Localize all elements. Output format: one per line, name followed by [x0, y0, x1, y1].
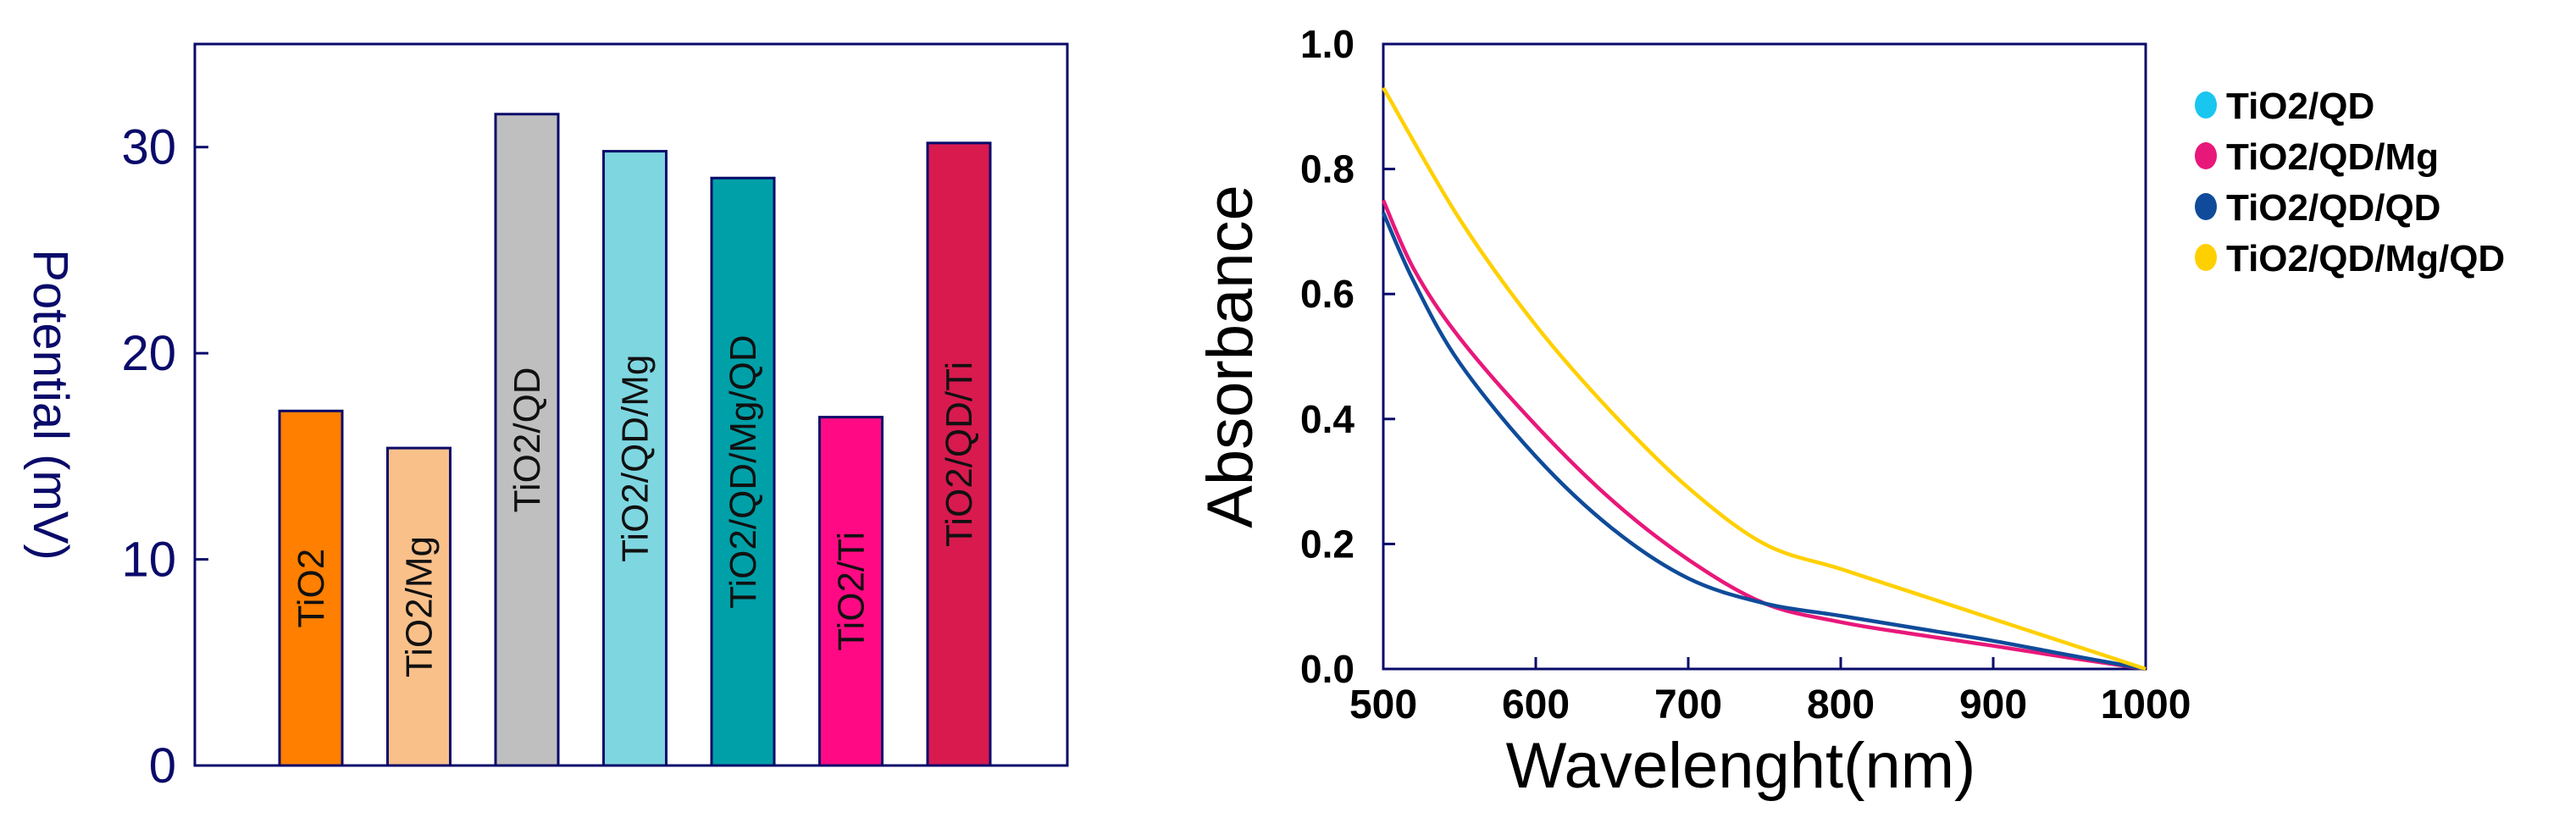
bar-y-tick-label: 20 — [121, 326, 176, 381]
line-y-tick-label: 0.2 — [1300, 522, 1354, 566]
legend-marker — [2195, 91, 2217, 119]
line-x-tick-label: 500 — [1349, 683, 1417, 727]
bar-label: TiO2/Ti — [831, 532, 873, 651]
legend-label: TiO2/QD/Mg — [2226, 136, 2439, 178]
line-y-tick-label: 0.4 — [1300, 397, 1354, 441]
bar-tio2 — [278, 409, 344, 767]
line-y-tick-label: 0.0 — [1300, 647, 1354, 691]
potential-bar-chart: Potential (mV) 0 10 20 30 TiO2 TiO2/Mg TiO2/Q… — [23, 42, 1069, 793]
line-y-tick-label: 1.0 — [1300, 22, 1354, 66]
bar-tio2-qd — [494, 113, 560, 767]
line-plot-frame — [1382, 42, 2147, 671]
bar-label: TiO2/Mg — [399, 536, 440, 677]
bar-tio2-ti — [818, 416, 884, 767]
series-line-tio2-qd-mg-qd — [1382, 86, 2147, 671]
bar-y-tick-label: 10 — [121, 533, 176, 588]
bar-label: TiO2/QD — [507, 367, 548, 512]
series-line-tio2-qd-qd — [1381, 212, 2147, 671]
bar-label: TiO2/QD/Ti — [939, 362, 980, 547]
legend-marker — [2195, 244, 2217, 271]
legend-marker — [2195, 193, 2217, 220]
line-x-axis-label: Wavelenght(nm) — [1506, 730, 1976, 802]
bar-tio2-qd-mg-qd — [710, 176, 776, 767]
bar-label: TiO2/QD/Mg/QD — [723, 334, 764, 609]
line-x-tick-label: 700 — [1654, 683, 1722, 727]
line-x-tick-label: 900 — [1959, 683, 2027, 727]
bar-y-tick-label: 30 — [121, 120, 176, 175]
line-y-tick-label: 0.6 — [1300, 272, 1354, 316]
line-y-tick-label: 0.8 — [1300, 147, 1354, 191]
legend-label: TiO2/QD/QD — [2226, 187, 2440, 229]
bar-tio2-mg — [386, 446, 451, 767]
bar-label: TiO2 — [291, 549, 332, 628]
absorbance-line-chart: Absorbance Wavelenght(nm) 500 600 700 800 90… — [1194, 22, 2505, 802]
series-line-tio2-qd-mg — [1381, 199, 2147, 671]
line-legend: TiO2/QD TiO2/QD/Mg TiO2/QD/QD TiO2/QD/Mg/QD — [2195, 86, 2505, 279]
line-x-tick-label: 600 — [1502, 683, 1570, 727]
bar-label: TiO2/QD/Mg — [615, 355, 656, 562]
legend-marker — [2195, 142, 2217, 169]
bar-y-tick-label: 0 — [149, 738, 176, 793]
line-x-tick-label: 1000 — [2101, 683, 2191, 727]
bar-y-axis-label: Potential (mV) — [23, 249, 78, 560]
legend-label: TiO2/QD — [2226, 86, 2374, 127]
line-x-tick-label: 800 — [1807, 683, 1875, 727]
bar-tio2-qd-mg — [602, 150, 668, 767]
legend-label: TiO2/QD/Mg/QD — [2226, 238, 2505, 279]
bar-tio2-qd-ti — [926, 141, 992, 767]
line-y-axis-label: Absorbance — [1194, 185, 1266, 528]
